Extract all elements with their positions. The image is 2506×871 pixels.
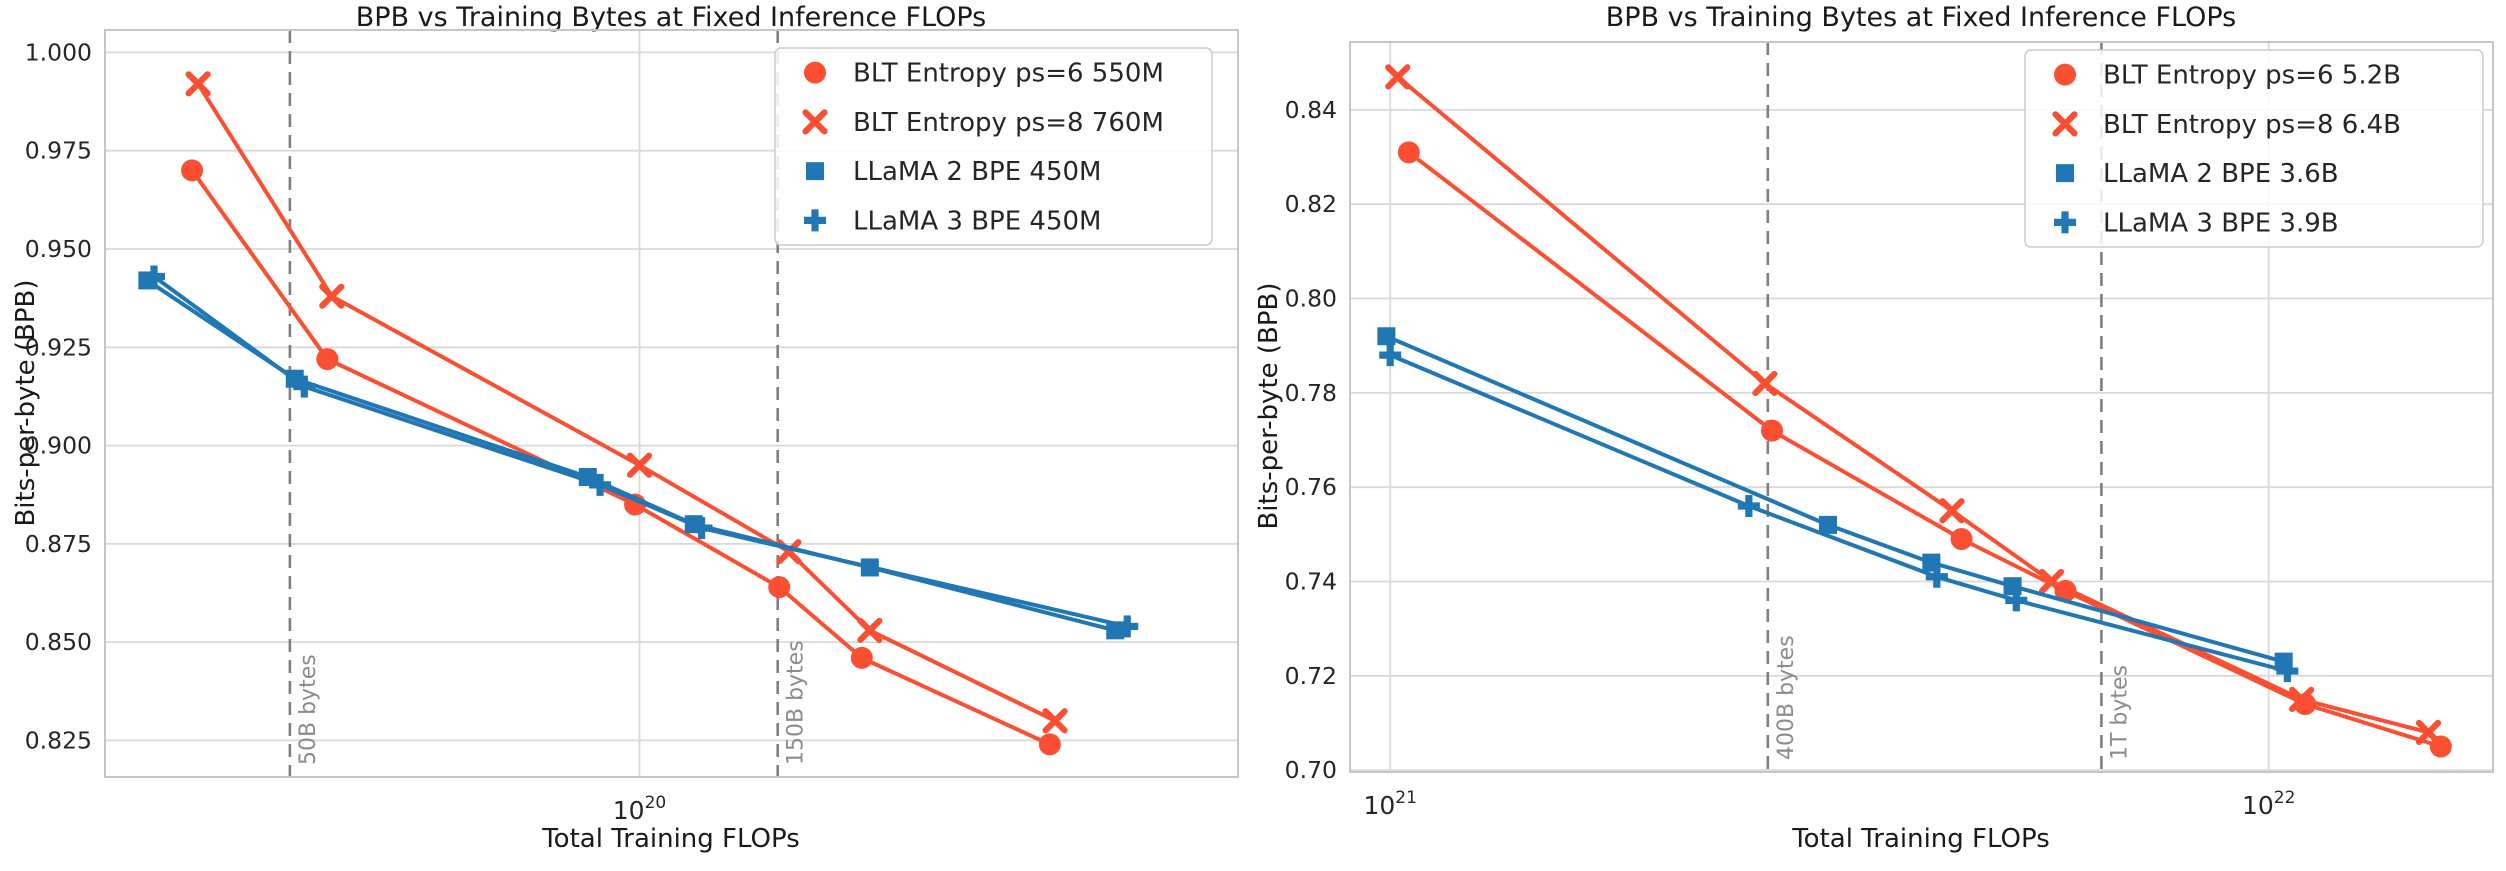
svg-text:0.74: 0.74 (1285, 568, 1337, 596)
svg-text:0.76: 0.76 (1285, 473, 1337, 501)
svg-text:50B bytes: 50B bytes (296, 654, 321, 765)
svg-text:0.875: 0.875 (25, 530, 92, 558)
svg-text:LLaMA 3 BPE 3.9B: LLaMA 3 BPE 3.9B (2103, 208, 2339, 238)
svg-text:0.975: 0.975 (25, 137, 92, 165)
svg-text:0.72: 0.72 (1285, 662, 1337, 690)
svg-text:1020: 1020 (613, 793, 666, 825)
series-llama-3-bpe-450m (142, 265, 1139, 638)
left-x-axis-label: Total Training FLOPs (542, 824, 800, 854)
svg-text:LLaMA 2 BPE 3.6B: LLaMA 2 BPE 3.6B (2103, 159, 2339, 189)
svg-text:0.900: 0.900 (25, 432, 92, 460)
svg-text:0.70: 0.70 (1285, 756, 1337, 784)
series-blt-entropy-ps-6-5-2b (1397, 141, 2452, 758)
legend: BLT Entropy ps=6 550M BLT Entropy ps=8 76… (774, 47, 1213, 246)
svg-text:0.80: 0.80 (1285, 285, 1337, 313)
right-chart-title: BPB vs Training Bytes at Fixed Inference… (1605, 2, 2237, 33)
svg-text:0.950: 0.950 (25, 235, 92, 263)
left-chart-canvas: 50B bytes 150B bytes BLT Entropy ps=6 550M… (25, 29, 1239, 825)
svg-text:0.825: 0.825 (25, 726, 92, 754)
svg-text:0.78: 0.78 (1285, 379, 1337, 407)
series-llama-2-bpe-3-6b (1377, 327, 2293, 671)
svg-text:0.84: 0.84 (1285, 96, 1337, 124)
svg-text:LLaMA 3 BPE 450M: LLaMA 3 BPE 450M (853, 206, 1101, 236)
svg-text:1T bytes: 1T bytes (2107, 665, 2132, 760)
svg-text:LLaMA 2 BPE 450M: LLaMA 2 BPE 450M (853, 157, 1101, 187)
right-x-axis-label: Total Training FLOPs (1792, 824, 2050, 854)
svg-text:0.850: 0.850 (25, 628, 92, 656)
svg-text:400B bytes: 400B bytes (1774, 635, 1799, 760)
byte-budget-vlines: 50B bytes 150B bytes (288, 30, 809, 777)
svg-text:1022: 1022 (2242, 788, 2295, 820)
plot-border (1349, 41, 2494, 773)
svg-text:0.925: 0.925 (25, 333, 92, 361)
svg-text:BLT Entropy ps=6 5.2B: BLT Entropy ps=6 5.2B (2103, 61, 2401, 91)
svg-text:BLT Entropy ps=8 6.4B: BLT Entropy ps=8 6.4B (2103, 110, 2401, 140)
svg-text:0.82: 0.82 (1285, 190, 1337, 218)
byte-budget-vlines: 400B bytes 1T bytes (1766, 42, 2132, 772)
svg-text:150B bytes: 150B bytes (784, 640, 809, 765)
svg-text:1021: 1021 (1363, 788, 1416, 820)
svg-text:BLT Entropy ps=8 760M: BLT Entropy ps=8 760M (853, 108, 1164, 138)
left-chart-title: BPB vs Training Bytes at Fixed Inference… (355, 2, 987, 33)
tick-labels: 0.84 0.82 0.80 0.78 0.76 0.74 0.72 0.70 1021 1022 (1285, 96, 2296, 820)
gridlines (1350, 42, 2493, 772)
plot-border (104, 29, 1239, 778)
left-chart-panel: BPB vs Training Bytes at Fixed Inference… (11, 2, 1239, 854)
series-llama-3-bpe-3-9b (1379, 344, 2299, 683)
svg-text:BLT Entropy ps=6 550M: BLT Entropy ps=6 550M (853, 59, 1164, 89)
series-blt-entropy-ps-8-6-4b (1385, 64, 2442, 745)
svg-text:1.000: 1.000 (25, 38, 92, 66)
right-chart-panel: BPB vs Training Bytes at Fixed Inference… (1253, 0, 2506, 871)
series-blt-entropy-ps-8-760m (185, 71, 1068, 734)
legend: BLT Entropy ps=6 5.2B BLT Entropy ps=8 6.… (2024, 49, 2484, 248)
tick-labels: 1.000 0.975 0.950 0.925 0.900 0.875 0.850 0.825… (25, 38, 667, 825)
